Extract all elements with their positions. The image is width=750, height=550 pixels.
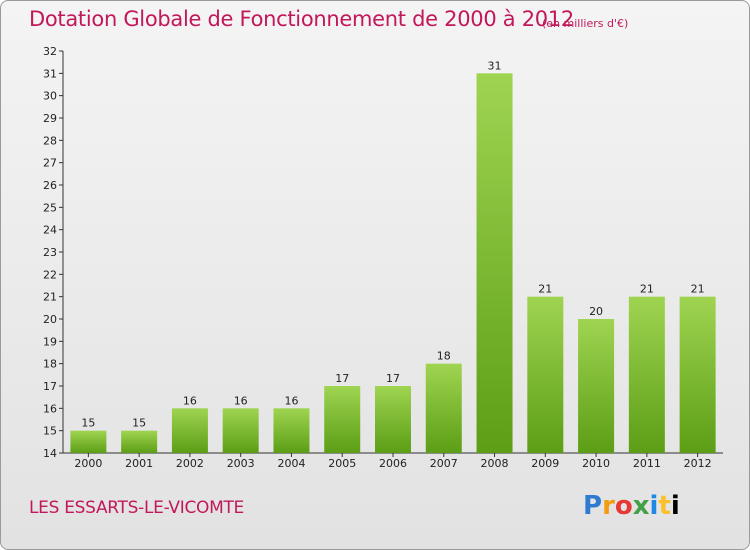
- x-tick-label: 2005: [328, 457, 356, 470]
- bar-value-label: 21: [640, 283, 654, 296]
- bar: [476, 73, 513, 453]
- x-tick-label: 2007: [430, 457, 458, 470]
- x-tick-label: 2008: [481, 457, 509, 470]
- y-tick-label: 15: [43, 425, 57, 438]
- bar-value-label: 16: [183, 394, 197, 407]
- x-tick-label: 2001: [125, 457, 153, 470]
- chart-axes: 14 15 16 17 18 19 20 21 22 23 24 25 26 27 28 29 30 31 32: [43, 45, 723, 460]
- bar-value-label: 21: [691, 283, 705, 296]
- y-tick-label: 28: [43, 134, 57, 147]
- y-tick-label: 22: [43, 268, 57, 281]
- bar-value-label: 17: [386, 372, 400, 385]
- bar: [425, 363, 462, 453]
- bar-value-label: 15: [81, 417, 95, 430]
- x-tick-label: 2006: [379, 457, 407, 470]
- bar-value-label: 16: [284, 394, 298, 407]
- commune-name: LES ESSARTS-LE-VICOMTE: [29, 498, 244, 518]
- y-tick-label: 16: [43, 402, 57, 415]
- bar: [628, 296, 665, 453]
- chart-bars: [70, 73, 716, 453]
- y-tick-label: 21: [43, 291, 57, 304]
- y-tick-label: 19: [43, 335, 57, 348]
- x-tick-label: 2010: [582, 457, 610, 470]
- bar-value-label: 18: [437, 350, 451, 363]
- y-tick-label: 32: [43, 45, 57, 58]
- y-tick-label: 14: [43, 447, 57, 460]
- bar: [222, 408, 259, 453]
- bar: [171, 408, 208, 453]
- y-tick-label: 23: [43, 246, 57, 259]
- bar: [578, 319, 615, 453]
- chart-subtitle: (en milliers d'€): [542, 17, 629, 30]
- chart-title: Dotation Globale de Fonctionnement de 20…: [29, 7, 574, 31]
- bar: [375, 386, 411, 453]
- y-tick-label: 18: [43, 358, 57, 371]
- x-tick-label: 2000: [74, 457, 102, 470]
- y-tick-label: 17: [43, 380, 57, 393]
- y-tick-label: 31: [43, 67, 57, 80]
- proxiti-logo: Proxiti: [583, 491, 680, 521]
- x-tick-label: 2003: [227, 457, 255, 470]
- bar-value-label: 31: [488, 59, 502, 72]
- chart-labels: 15 2000 15 2001 16 2002 16 2003 16 2004 17 2005 17 20…: [74, 59, 711, 470]
- bar: [273, 408, 310, 453]
- bar-value-label: 17: [335, 372, 349, 385]
- bar: [324, 386, 361, 453]
- y-tick-label: 20: [43, 313, 57, 326]
- bar: [70, 430, 107, 453]
- bar: [121, 430, 158, 453]
- x-tick-label: 2011: [633, 457, 661, 470]
- x-tick-label: 2004: [277, 457, 305, 470]
- x-tick-label: 2012: [684, 457, 712, 470]
- bar-value-label: 16: [234, 394, 248, 407]
- y-tick-label: 25: [43, 201, 57, 214]
- y-tick-label: 27: [43, 157, 57, 170]
- y-tick-label: 24: [43, 224, 57, 237]
- x-tick-label: 2002: [176, 457, 204, 470]
- bar-value-label: 20: [589, 305, 603, 318]
- y-tick-label: 26: [43, 179, 57, 192]
- x-tick-label: 2009: [531, 457, 559, 470]
- bar: [527, 296, 564, 453]
- bar-value-label: 21: [538, 283, 552, 296]
- bar-value-label: 15: [132, 417, 146, 430]
- y-tick-label: 29: [43, 112, 57, 125]
- y-tick-label: 30: [43, 90, 57, 103]
- bar: [679, 296, 716, 453]
